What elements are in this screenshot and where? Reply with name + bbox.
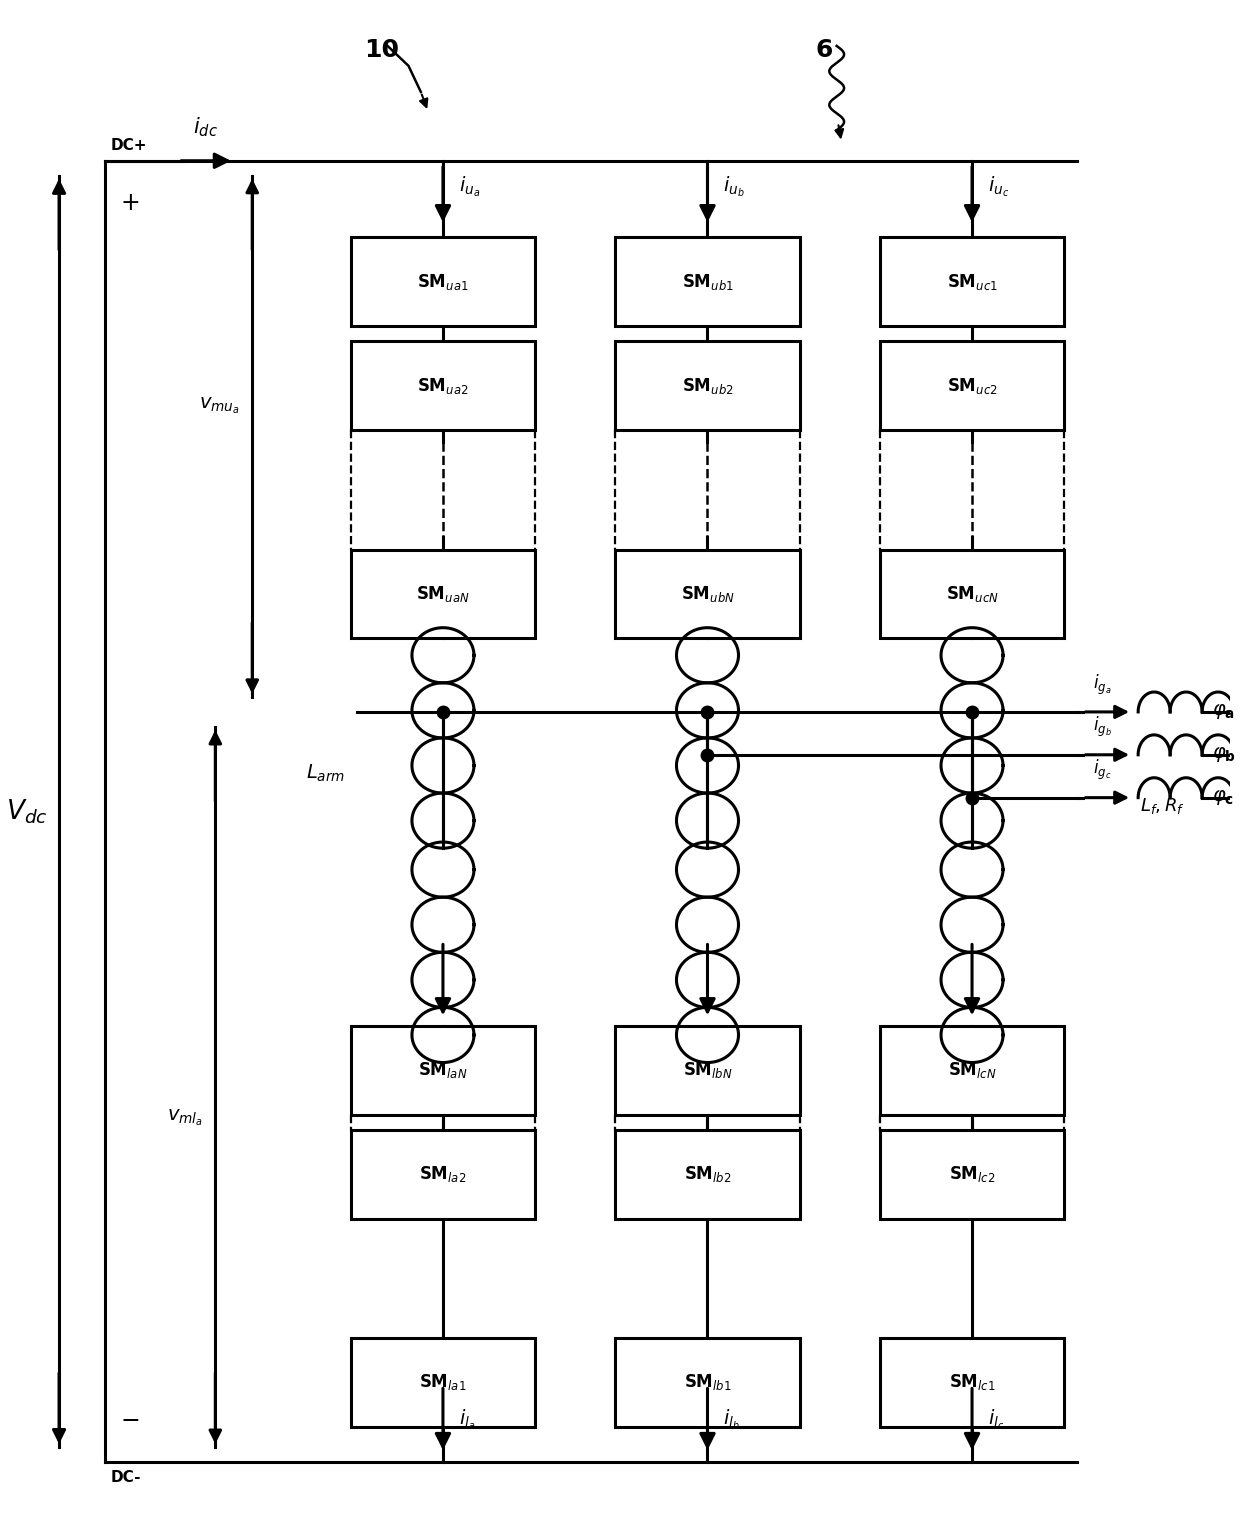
Text: $L_f, R_f$: $L_f, R_f$ [1141, 796, 1185, 816]
Text: $i_{u_c}$: $i_{u_c}$ [988, 175, 1009, 199]
Bar [615, 1026, 800, 1115]
Text: $i_{l_c}$: $i_{l_c}$ [988, 1407, 1004, 1431]
Text: $i_{g_c}$: $i_{g_c}$ [1092, 758, 1111, 782]
Text: $i_{l_a}$: $i_{l_a}$ [459, 1407, 475, 1431]
Text: $L_{arm}$: $L_{arm}$ [306, 762, 346, 784]
Text: SM$_{ua1}$: SM$_{ua1}$ [417, 271, 469, 292]
Text: SM$_{lcN}$: SM$_{lcN}$ [947, 1059, 997, 1081]
Bar [351, 1338, 536, 1427]
Text: SM$_{ua2}$: SM$_{ua2}$ [417, 375, 469, 397]
Text: DC+: DC+ [110, 138, 148, 153]
Text: SM$_{ub1}$: SM$_{ub1}$ [682, 271, 733, 292]
Text: SM$_{ubN}$: SM$_{ubN}$ [681, 583, 734, 605]
Text: $\varphi_{\mathbf{b}}$: $\varphi_{\mathbf{b}}$ [1211, 746, 1236, 764]
Text: $V_{dc}$: $V_{dc}$ [6, 798, 48, 825]
Text: SM$_{uc2}$: SM$_{uc2}$ [946, 375, 997, 397]
Text: $+$: $+$ [119, 191, 139, 216]
Text: SM$_{ub2}$: SM$_{ub2}$ [682, 375, 733, 397]
Bar [879, 237, 1064, 326]
Bar [615, 341, 800, 430]
Text: $\varphi_{\mathbf{c}}$: $\varphi_{\mathbf{c}}$ [1211, 788, 1234, 807]
Text: $i_{u_b}$: $i_{u_b}$ [723, 175, 745, 199]
Bar [879, 1338, 1064, 1427]
Bar [615, 237, 800, 326]
Text: $i_{u_a}$: $i_{u_a}$ [459, 175, 480, 199]
Text: $v_{mu_a}$: $v_{mu_a}$ [200, 395, 239, 416]
Bar [879, 1130, 1064, 1219]
Bar [351, 1026, 536, 1115]
Text: DC-: DC- [110, 1470, 141, 1485]
Text: SM$_{lb1}$: SM$_{lb1}$ [683, 1372, 732, 1393]
Bar [615, 1338, 800, 1427]
Text: SM$_{laN}$: SM$_{laN}$ [418, 1059, 467, 1081]
Bar [615, 550, 800, 638]
Text: SM$_{la1}$: SM$_{la1}$ [419, 1372, 466, 1393]
Text: $i_{g_a}$: $i_{g_a}$ [1092, 672, 1111, 697]
Bar [615, 1130, 800, 1219]
Text: SM$_{la2}$: SM$_{la2}$ [419, 1164, 466, 1185]
Text: $i_{g_b}$: $i_{g_b}$ [1092, 715, 1111, 739]
Text: SM$_{ucN}$: SM$_{ucN}$ [946, 583, 998, 605]
Bar [351, 1130, 536, 1219]
Text: $i_{l_b}$: $i_{l_b}$ [723, 1407, 740, 1431]
Text: SM$_{uaN}$: SM$_{uaN}$ [417, 583, 470, 605]
Text: $i_{dc}$: $i_{dc}$ [193, 116, 218, 139]
Text: $v_{ml_a}$: $v_{ml_a}$ [167, 1107, 203, 1128]
Bar [879, 550, 1064, 638]
Text: 6: 6 [816, 38, 833, 63]
Bar [879, 1026, 1064, 1115]
Text: SM$_{uc1}$: SM$_{uc1}$ [946, 271, 997, 292]
Bar [351, 550, 536, 638]
Text: $-$: $-$ [119, 1407, 139, 1431]
Text: 10: 10 [363, 38, 399, 63]
Text: SM$_{lbN}$: SM$_{lbN}$ [683, 1059, 733, 1081]
Text: SM$_{lc1}$: SM$_{lc1}$ [949, 1372, 996, 1393]
Bar [879, 341, 1064, 430]
Bar [351, 237, 536, 326]
Text: $\varphi_{\mathbf{a}}$: $\varphi_{\mathbf{a}}$ [1211, 703, 1235, 721]
Text: SM$_{lb2}$: SM$_{lb2}$ [683, 1164, 732, 1185]
Bar [351, 341, 536, 430]
Text: SM$_{lc2}$: SM$_{lc2}$ [949, 1164, 996, 1185]
